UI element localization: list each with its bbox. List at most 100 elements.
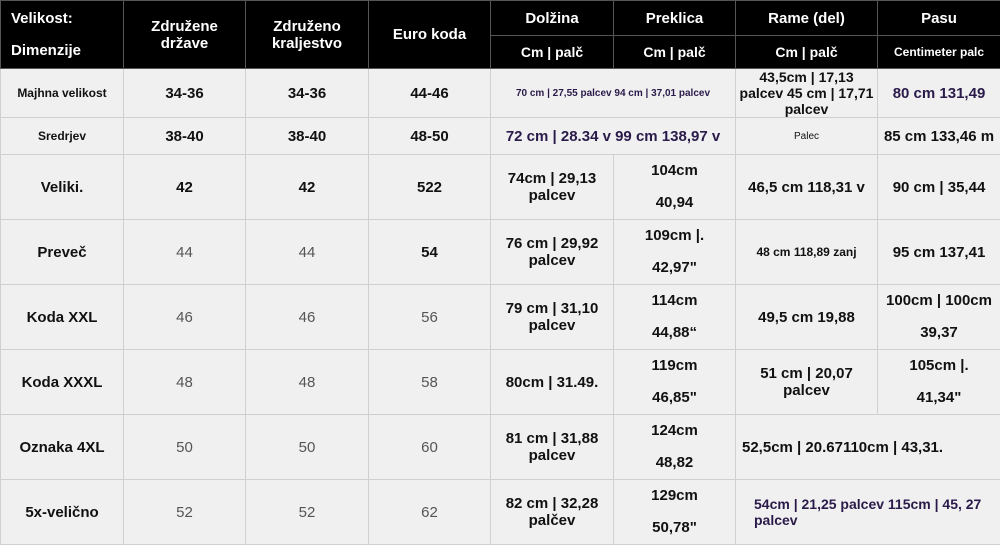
length-value: 74cm | 29,13 palcev [491,155,614,220]
chest-cm: 124cm [616,415,733,447]
uk-size: 42 [246,155,369,220]
length-value: 80cm | 31.49. [491,350,614,415]
table-row: Koda XXL 46 46 56 79 cm | 31,10 palcev 1… [1,285,1000,350]
chest-cm: 129cm [616,480,733,512]
shoulder-value: 48 cm 118,89 zanj [736,220,878,285]
us-size: 38-40 [124,118,246,155]
unit-waist: Centimeter palc [878,36,1000,69]
size-name: 5x-velično [1,480,124,545]
chest-inch: 46,85" [616,382,733,414]
waist-value: 95 cm 137,41 [878,220,1000,285]
us-size: 34-36 [124,69,246,118]
uk-size: 46 [246,285,369,350]
size-name: Oznaka 4XL [1,415,124,480]
table-row: 5x-velično 52 52 62 82 cm | 32,28 palčev… [1,480,1000,545]
table-row: Majhna velikost 34-36 34-36 44-46 70 cm … [1,69,1000,118]
chest-value: 119cm 46,85" [614,350,736,415]
eu-size: 44-46 [369,69,491,118]
table-body: Majhna velikost 34-36 34-36 44-46 70 cm … [1,69,1000,545]
eu-size: 62 [369,480,491,545]
uk-size: 48 [246,350,369,415]
uk-size: 44 [246,220,369,285]
header-chest: Preklica [614,1,736,36]
chest-inch: 50,78" [616,512,733,544]
length-value: 76 cm | 29,92 palcev [491,220,614,285]
header-dimension-line1: Velikost: [11,3,121,35]
eu-size: 54 [369,220,491,285]
waist-value: 80 cm 131,49 [878,69,1000,118]
waist-value: 100cm | 100cm 39,37 [878,285,1000,350]
table-header: Velikost: Dimenzije Združene države Zdru… [1,1,1000,69]
us-size: 52 [124,480,246,545]
chest-cm: 109cm |. [616,220,733,252]
eu-size: 48-50 [369,118,491,155]
header-shoulder: Rame (del) [736,1,878,36]
chest-cm: 104cm [616,155,733,187]
header-us: Združene države [124,1,246,69]
eu-size: 56 [369,285,491,350]
us-size: 46 [124,285,246,350]
waist-value: 85 cm 133,46 m [878,118,1000,155]
shoulder-value: Palec [736,118,878,155]
length-value: 81 cm | 31,88 palcev [491,415,614,480]
size-name: Koda XXXL [1,350,124,415]
uk-size: 50 [246,415,369,480]
uk-size: 38-40 [246,118,369,155]
chest-inch: 48,82 [616,447,733,479]
chest-inch: 40,94 [616,187,733,219]
size-name: Majhna velikost [1,69,124,118]
waist-inch: 39,37 [880,317,998,349]
size-name: Preveč [1,220,124,285]
table-row: Veliki. 42 42 522 74cm | 29,13 palcev 10… [1,155,1000,220]
chest-value: 109cm |. 42,97" [614,220,736,285]
chest-value: 129cm 50,78" [614,480,736,545]
shoulder-value: 43,5cm | 17,13 palcev 45 cm | 17,71 palc… [736,69,878,118]
us-size: 44 [124,220,246,285]
uk-size: 34-36 [246,69,369,118]
shoulder-waist-value: 52,5cm | 20.67110cm | 43,31. [736,415,1000,480]
us-size: 42 [124,155,246,220]
size-name: Sredrjev [1,118,124,155]
length-chest-value: 72 cm | 28.34 v 99 cm 138,97 v [491,118,736,155]
waist-cm: 105cm |. [880,350,998,382]
header-dimension: Velikost: Dimenzije [1,1,124,69]
waist-value: 105cm |. 41,34" [878,350,1000,415]
length-chest-value: 70 cm | 27,55 palcev 94 cm | 37,01 palce… [491,69,736,118]
header-dimension-line2: Dimenzije [11,35,121,67]
uk-size: 52 [246,480,369,545]
us-size: 50 [124,415,246,480]
chest-cm: 114cm [616,285,733,317]
chest-inch: 42,97" [616,252,733,284]
table-row: Sredrjev 38-40 38-40 48-50 72 cm | 28.34… [1,118,1000,155]
waist-cm: 100cm | 100cm [880,285,998,317]
waist-value: 90 cm | 35,44 [878,155,1000,220]
unit-length: Cm | palč [491,36,614,69]
chest-value: 104cm 40,94 [614,155,736,220]
chest-cm: 119cm [616,350,733,382]
us-size: 48 [124,350,246,415]
shoulder-waist-value: 54cm | 21,25 palcev 115cm | 45, 27 palce… [736,480,1000,545]
unit-chest: Cm | palč [614,36,736,69]
header-euro: Euro koda [369,1,491,69]
table-row: Oznaka 4XL 50 50 60 81 cm | 31,88 palcev… [1,415,1000,480]
size-name: Veliki. [1,155,124,220]
eu-size: 522 [369,155,491,220]
header-waist: Pasu [878,1,1000,36]
chest-inch: 44,88“ [616,317,733,349]
eu-size: 58 [369,350,491,415]
chest-value: 114cm 44,88“ [614,285,736,350]
waist-inch: 41,34" [880,382,998,414]
table-row: Preveč 44 44 54 76 cm | 29,92 palcev 109… [1,220,1000,285]
size-name: Koda XXL [1,285,124,350]
unit-shoulder: Cm | palč [736,36,878,69]
length-value: 82 cm | 32,28 palčev [491,480,614,545]
table-row: Koda XXXL 48 48 58 80cm | 31.49. 119cm 4… [1,350,1000,415]
shoulder-value: 46,5 cm 118,31 v [736,155,878,220]
eu-size: 60 [369,415,491,480]
shoulder-value: 51 cm | 20,07 palcev [736,350,878,415]
header-length: Dolžina [491,1,614,36]
shoulder-value: 49,5 cm 19,88 [736,285,878,350]
header-uk: Združeno kraljestvo [246,1,369,69]
length-value: 79 cm | 31,10 palcev [491,285,614,350]
